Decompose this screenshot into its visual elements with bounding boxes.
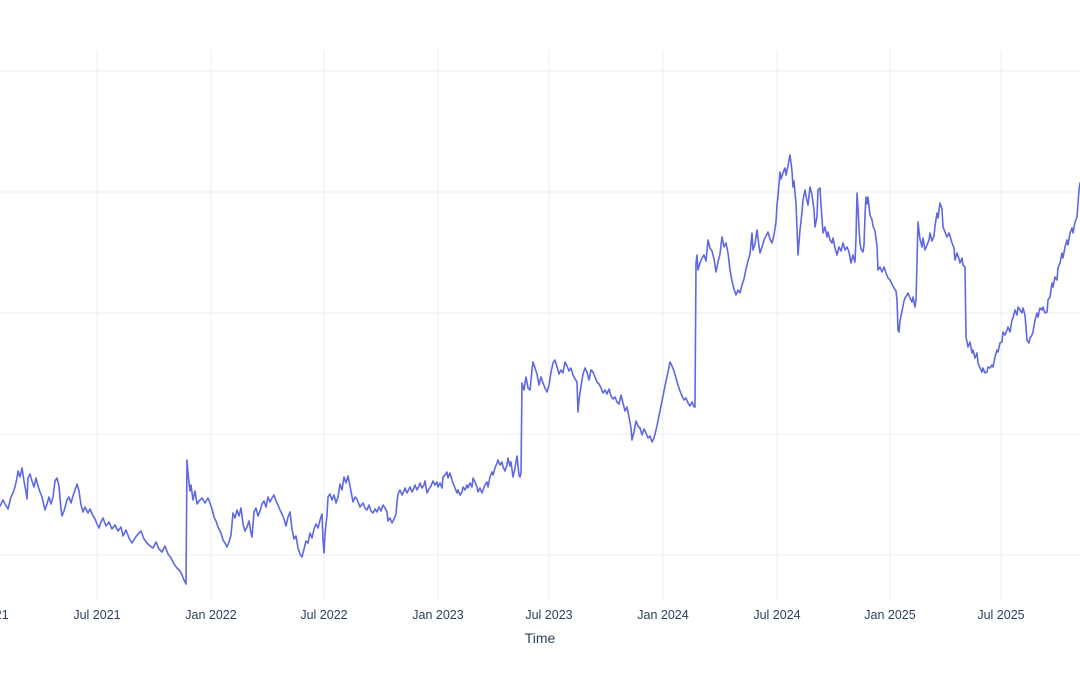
x-tick-label: Jan 2022 [185, 608, 236, 622]
x-tick-label: Jan 2021 [0, 608, 9, 622]
x-tick-label: Jan 2024 [637, 608, 688, 622]
horizontal-gridlines [0, 70, 1080, 556]
x-tick-label: Jul 2022 [300, 608, 347, 622]
x-tick-label: Jan 2025 [864, 608, 915, 622]
price-line[interactable] [0, 154, 1080, 585]
x-tick-label: Jul 2025 [977, 608, 1024, 622]
x-axis-title: Time [525, 630, 556, 646]
series-layer [0, 154, 1080, 585]
vertical-gridlines [96, 50, 1002, 600]
x-tick-label: Jan 2023 [412, 608, 463, 622]
x-tick-label: Jul 2024 [753, 608, 800, 622]
x-tick-labels: Jan 2021 Jul 2021 Jan 2022 Jul 2022 Jan 2023… [0, 608, 1025, 622]
x-tick-label: Jul 2021 [73, 608, 120, 622]
x-tick-label: Jul 2023 [525, 608, 572, 622]
